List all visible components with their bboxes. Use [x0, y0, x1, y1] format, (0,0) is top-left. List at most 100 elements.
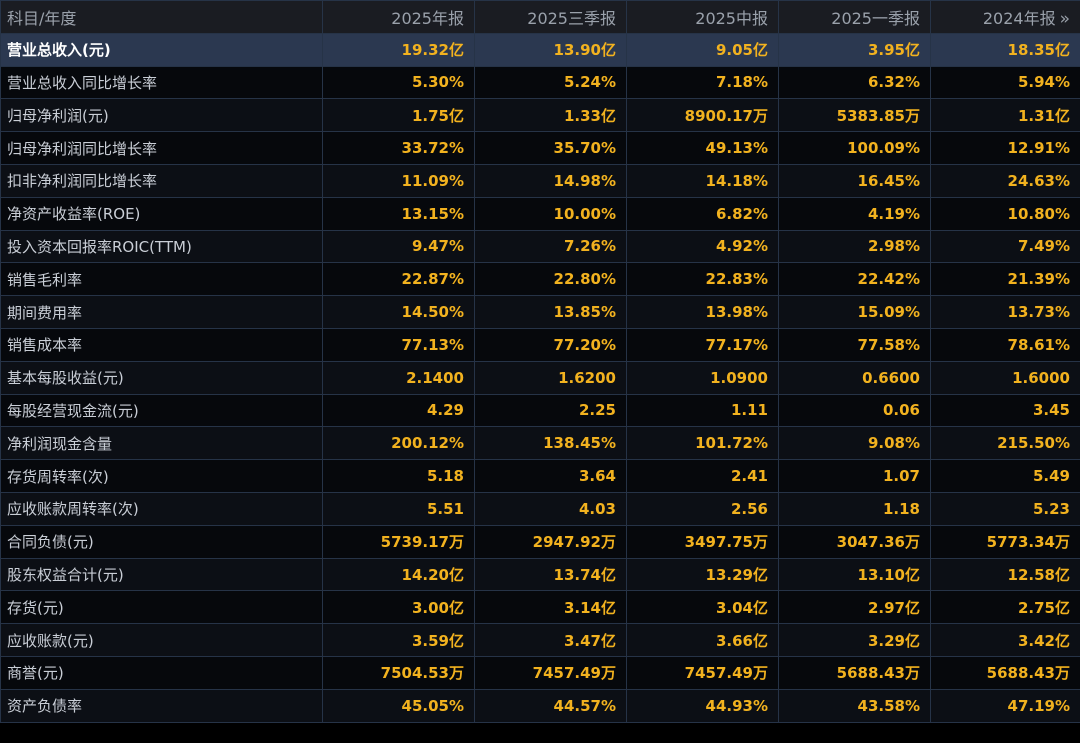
- value-cell: 5688.43万: [778, 655, 931, 690]
- value-cell: 3497.75万: [626, 524, 779, 559]
- value-cell: 5.23: [930, 491, 1080, 526]
- value-cell: 5.30%: [322, 65, 475, 100]
- header-row: 科目/年度 2025年报 2025三季报 2025中报 2025一季报 2024…: [0, 0, 1080, 34]
- value-cell: 3.95亿: [778, 32, 931, 67]
- row-label: 净利润现金含量: [0, 426, 323, 461]
- value-cell: 4.29: [322, 393, 475, 428]
- table-row[interactable]: 存货周转率(次) 5.18 3.64 2.41 1.07 5.49: [0, 459, 1080, 493]
- row-label: 合同负债(元): [0, 524, 323, 559]
- value-cell: 4.19%: [778, 196, 931, 231]
- value-cell: 9.05亿: [626, 32, 779, 67]
- value-cell: 9.08%: [778, 426, 931, 461]
- value-cell: 2.56: [626, 491, 779, 526]
- value-cell: 44.57%: [474, 688, 627, 723]
- table-body: 营业总收入(元) 19.32亿 13.90亿 9.05亿 3.95亿 18.35亿 营业总收…: [0, 32, 1080, 723]
- value-cell: 100.09%: [778, 131, 931, 165]
- value-cell: 24.63%: [930, 163, 1080, 198]
- value-cell: 1.6000: [930, 360, 1080, 395]
- table-row[interactable]: 销售毛利率 22.87% 22.80% 22.83% 22.42% 21.39%: [0, 262, 1080, 297]
- table-row[interactable]: 期间费用率 14.50% 13.85% 13.98% 15.09% 13.73%: [0, 295, 1080, 329]
- period-header-2024-annual[interactable]: 2024年报»: [930, 0, 1080, 34]
- table-row[interactable]: 应收账款周转率(次) 5.51 4.03 2.56 1.18 5.23: [0, 491, 1080, 526]
- value-cell: 5.18: [322, 459, 475, 493]
- table-row[interactable]: 营业总收入(元) 19.32亿 13.90亿 9.05亿 3.95亿 18.35亿: [0, 32, 1080, 67]
- value-cell: 3.47亿: [474, 623, 627, 657]
- value-cell: 2.1400: [322, 360, 475, 395]
- value-cell: 2.41: [626, 459, 779, 493]
- double-chevron-right-icon[interactable]: »: [1059, 8, 1070, 29]
- value-cell: 22.80%: [474, 262, 627, 297]
- value-cell: 13.10亿: [778, 557, 931, 592]
- value-cell: 6.32%: [778, 65, 931, 100]
- value-cell: 78.61%: [930, 327, 1080, 362]
- value-cell: 5.49: [930, 459, 1080, 493]
- value-cell: 16.45%: [778, 163, 931, 198]
- table-row[interactable]: 归母净利润同比增长率 33.72% 35.70% 49.13% 100.09% 12.91…: [0, 131, 1080, 165]
- table-row[interactable]: 商誉(元) 7504.53万 7457.49万 7457.49万 5688.43万 568…: [0, 655, 1080, 690]
- table-row[interactable]: 存货(元) 3.00亿 3.14亿 3.04亿 2.97亿 2.75亿: [0, 590, 1080, 625]
- value-cell: 22.42%: [778, 262, 931, 297]
- value-cell: 7.18%: [626, 65, 779, 100]
- value-cell: 14.20亿: [322, 557, 475, 592]
- period-header-2025-annual[interactable]: 2025年报: [322, 0, 475, 34]
- value-cell: 4.92%: [626, 229, 779, 264]
- table-row[interactable]: 每股经营现金流(元) 4.29 2.25 1.11 0.06 3.45: [0, 393, 1080, 428]
- table-header: 科目/年度 2025年报 2025三季报 2025中报 2025一季报 2024…: [0, 0, 1080, 34]
- value-cell: 14.18%: [626, 163, 779, 198]
- value-cell: 19.32亿: [322, 32, 475, 67]
- value-cell: 22.87%: [322, 262, 475, 297]
- value-cell: 13.15%: [322, 196, 475, 231]
- value-cell: 101.72%: [626, 426, 779, 461]
- table-row[interactable]: 销售成本率 77.13% 77.20% 77.17% 77.58% 78.61%: [0, 327, 1080, 362]
- value-cell: 3.29亿: [778, 623, 931, 657]
- value-cell: 8900.17万: [626, 98, 779, 133]
- value-cell: 10.00%: [474, 196, 627, 231]
- value-cell: 77.17%: [626, 327, 779, 362]
- value-cell: 1.18: [778, 491, 931, 526]
- value-cell: 14.50%: [322, 295, 475, 329]
- row-label: 期间费用率: [0, 295, 323, 329]
- value-cell: 0.06: [778, 393, 931, 428]
- period-header-2024-annual-label: 2024年报: [982, 8, 1056, 28]
- value-cell: 9.47%: [322, 229, 475, 264]
- value-cell: 5688.43万: [930, 655, 1080, 690]
- table-row[interactable]: 资产负债率 45.05% 44.57% 44.93% 43.58% 47.19%: [0, 688, 1080, 723]
- period-header-2025-interim[interactable]: 2025中报: [626, 0, 779, 34]
- value-cell: 7.26%: [474, 229, 627, 264]
- value-cell: 5.94%: [930, 65, 1080, 100]
- value-cell: 13.29亿: [626, 557, 779, 592]
- value-cell: 13.98%: [626, 295, 779, 329]
- period-header-2025-q3[interactable]: 2025三季报: [474, 0, 627, 34]
- value-cell: 0.6600: [778, 360, 931, 395]
- value-cell: 6.82%: [626, 196, 779, 231]
- table-row[interactable]: 归母净利润(元) 1.75亿 1.33亿 8900.17万 5383.85万 1.31亿: [0, 98, 1080, 133]
- period-header-2025-q1[interactable]: 2025一季报: [778, 0, 931, 34]
- value-cell: 4.03: [474, 491, 627, 526]
- table-row[interactable]: 扣非净利润同比增长率 11.09% 14.98% 14.18% 16.45% 24.63%: [0, 163, 1080, 198]
- value-cell: 5.24%: [474, 65, 627, 100]
- value-cell: 12.91%: [930, 131, 1080, 165]
- table-row[interactable]: 净资产收益率(ROE) 13.15% 10.00% 6.82% 4.19% 10.80%: [0, 196, 1080, 231]
- row-label: 营业总收入(元): [0, 32, 323, 67]
- row-label: 资产负债率: [0, 688, 323, 723]
- value-cell: 3.45: [930, 393, 1080, 428]
- table-row[interactable]: 股东权益合计(元) 14.20亿 13.74亿 13.29亿 13.10亿 12.58亿: [0, 557, 1080, 592]
- table-row[interactable]: 投入资本回报率ROIC(TTM) 9.47% 7.26% 4.92% 2.98% 7.49…: [0, 229, 1080, 264]
- value-cell: 77.20%: [474, 327, 627, 362]
- table-row[interactable]: 合同负债(元) 5739.17万 2947.92万 3497.75万 3047.36万 5…: [0, 524, 1080, 559]
- value-cell: 33.72%: [322, 131, 475, 165]
- value-cell: 15.09%: [778, 295, 931, 329]
- value-cell: 7457.49万: [474, 655, 627, 690]
- row-label: 投入资本回报率ROIC(TTM): [0, 229, 323, 264]
- value-cell: 1.07: [778, 459, 931, 493]
- table-row[interactable]: 基本每股收益(元) 2.1400 1.6200 1.0900 0.6600 1.6000: [0, 360, 1080, 395]
- value-cell: 77.58%: [778, 327, 931, 362]
- row-label: 股东权益合计(元): [0, 557, 323, 592]
- table-row[interactable]: 应收账款(元) 3.59亿 3.47亿 3.66亿 3.29亿 3.42亿: [0, 623, 1080, 657]
- table-row[interactable]: 净利润现金含量 200.12% 138.45% 101.72% 9.08% 215.50%: [0, 426, 1080, 461]
- value-cell: 77.13%: [322, 327, 475, 362]
- table-row[interactable]: 营业总收入同比增长率 5.30% 5.24% 7.18% 6.32% 5.94%: [0, 65, 1080, 100]
- row-label: 存货周转率(次): [0, 459, 323, 493]
- value-cell: 5.51: [322, 491, 475, 526]
- value-cell: 5773.34万: [930, 524, 1080, 559]
